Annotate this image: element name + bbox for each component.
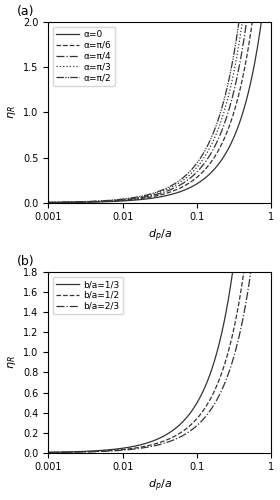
Line: α=π/6: α=π/6 <box>48 0 271 202</box>
b/a=1/2 <box>137 444 140 450</box>
α=π/6 <box>145 194 148 200</box>
α=π/2 <box>137 194 140 200</box>
α=π/4 <box>200 164 203 170</box>
α=π/3 <box>225 101 228 107</box>
b/a=1/2 <box>200 410 203 416</box>
b/a=2/3 <box>46 450 50 456</box>
b/a=1/2 <box>221 368 224 374</box>
α=π/3 <box>69 199 73 205</box>
α=π/2 <box>46 200 50 205</box>
α=π/3 <box>137 194 140 200</box>
b/a=2/3 <box>69 449 73 455</box>
Line: α=π/2: α=π/2 <box>48 0 271 202</box>
b/a=2/3 <box>270 30 273 36</box>
α=π/2 <box>225 88 228 94</box>
α=π/6 <box>225 131 228 137</box>
α=π/6 <box>69 200 73 205</box>
α=π/6 <box>221 140 224 146</box>
Line: b/a=1/2: b/a=1/2 <box>48 0 271 452</box>
b/a=1/2 <box>145 443 148 449</box>
α=π/2 <box>145 192 148 198</box>
Line: α=π/4: α=π/4 <box>48 0 271 202</box>
α=0 <box>145 196 148 202</box>
Line: b/a=1/3: b/a=1/3 <box>48 0 271 452</box>
X-axis label: $d_p/a$: $d_p/a$ <box>148 478 172 494</box>
Legend: b/a=1/3, b/a=1/2, b/a=2/3: b/a=1/3, b/a=1/2, b/a=2/3 <box>53 276 123 314</box>
Line: α=π/3: α=π/3 <box>48 0 271 202</box>
Text: (a): (a) <box>17 6 34 18</box>
Y-axis label: $\eta_R$: $\eta_R$ <box>6 356 18 370</box>
b/a=1/2 <box>46 450 50 456</box>
α=π/2 <box>221 104 224 110</box>
α=0 <box>200 178 203 184</box>
α=0 <box>69 200 73 205</box>
b/a=1/3 <box>46 450 50 456</box>
α=π/4 <box>221 126 224 132</box>
α=π/3 <box>200 158 203 164</box>
α=π/2 <box>200 154 203 160</box>
b/a=1/2 <box>225 356 228 362</box>
b/a=1/3 <box>200 392 203 398</box>
b/a=2/3 <box>200 418 203 424</box>
α=π/3 <box>221 114 224 120</box>
b/a=1/3 <box>225 308 228 314</box>
b/a=2/3 <box>221 386 224 392</box>
Line: α=0: α=0 <box>48 0 271 202</box>
α=π/2 <box>69 199 73 205</box>
α=π/4 <box>137 195 140 201</box>
α=π/3 <box>145 193 148 199</box>
α=0 <box>137 197 140 203</box>
α=0 <box>225 150 228 156</box>
α=π/6 <box>46 200 50 205</box>
b/a=2/3 <box>137 446 140 452</box>
α=π/6 <box>200 170 203 176</box>
b/a=2/3 <box>145 444 148 450</box>
Legend: α=0, α=π/6, α=π/4, α=π/3, α=π/2: α=0, α=π/6, α=π/4, α=π/3, α=π/2 <box>53 26 115 86</box>
b/a=1/3 <box>137 442 140 448</box>
b/a=2/3 <box>225 376 228 382</box>
Line: b/a=2/3: b/a=2/3 <box>48 34 271 453</box>
Y-axis label: $\eta_R$: $\eta_R$ <box>6 106 18 120</box>
α=π/4 <box>69 199 73 205</box>
b/a=1/3 <box>69 449 73 455</box>
α=π/4 <box>225 116 228 121</box>
α=0 <box>221 156 224 162</box>
α=π/6 <box>137 196 140 202</box>
α=π/4 <box>46 200 50 205</box>
b/a=1/3 <box>145 440 148 446</box>
α=0 <box>46 200 50 205</box>
α=π/3 <box>46 200 50 205</box>
Text: (b): (b) <box>17 256 35 268</box>
X-axis label: $d_p/a$: $d_p/a$ <box>148 228 172 244</box>
b/a=1/2 <box>69 449 73 455</box>
α=π/4 <box>145 194 148 200</box>
b/a=1/3 <box>221 328 224 334</box>
